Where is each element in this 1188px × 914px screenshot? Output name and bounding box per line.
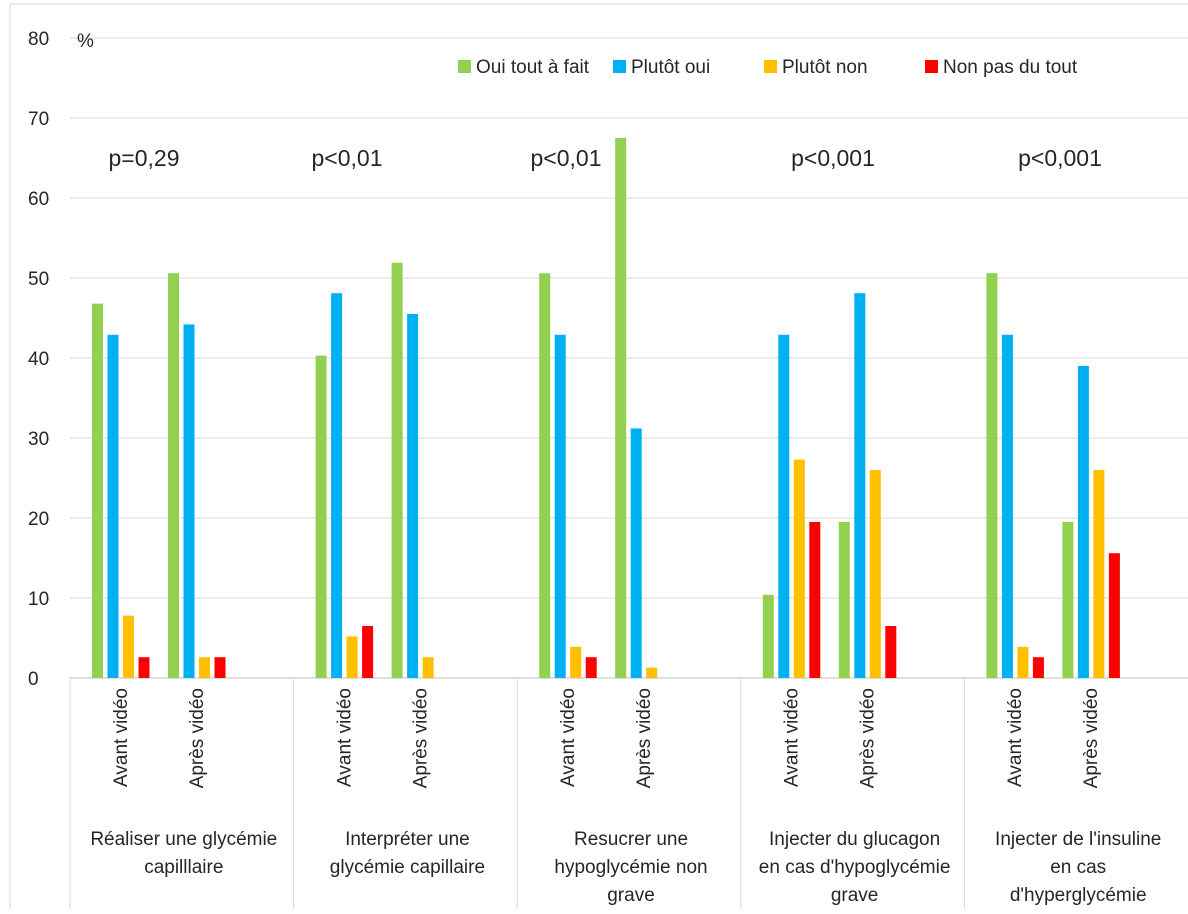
y-tick-label: 70 — [28, 109, 49, 130]
y-tick-label: 0 — [28, 669, 39, 690]
x-group-label: hypoglycémie non — [554, 857, 707, 878]
bar — [391, 262, 403, 678]
x-group-label: d'hyperglycémie — [1010, 885, 1147, 906]
bar — [570, 646, 582, 678]
bar — [885, 626, 897, 678]
legend-label: Plutôt non — [782, 57, 868, 78]
x-subcategory-label: Après vidéo — [187, 688, 208, 788]
x-subcategory-label: Après vidéo — [1081, 688, 1102, 788]
x-axis: Avant vidéo Après vidéo Réaliser une glycé… — [69, 678, 1161, 909]
y-axis-ticks: 0 10 20 30 40 50 60 70 80 — [28, 29, 49, 690]
bar — [793, 459, 805, 678]
x-group-label: Injecter du glucagon — [769, 829, 940, 850]
bar — [199, 657, 210, 678]
bar — [854, 293, 866, 678]
legend: Oui tout à fait Plutôt oui Plutôt non Non p… — [458, 57, 1078, 78]
bar — [838, 522, 850, 678]
bars — [92, 138, 1120, 678]
bar — [168, 273, 179, 678]
bar — [1017, 646, 1029, 678]
y-tick-label: 80 — [28, 29, 49, 50]
x-subcategory-label: Après vidéo — [634, 688, 655, 788]
bar — [92, 303, 103, 678]
legend-swatch — [764, 60, 777, 73]
legend-swatch — [925, 60, 938, 73]
bar — [1062, 522, 1074, 678]
bar — [1077, 366, 1089, 678]
x-group-label: en cas — [1050, 857, 1106, 878]
x-group-label: Injecter de l'insuline — [995, 829, 1161, 850]
bar — [630, 428, 642, 678]
gridlines — [70, 37, 1188, 679]
x-subcategory-label: Après vidéo — [410, 688, 431, 788]
y-tick-label: 40 — [28, 349, 49, 370]
bar — [539, 273, 551, 678]
x-subcategory-label: Avant vidéo — [558, 688, 579, 787]
x-subcategory-label: Avant vidéo — [1005, 688, 1026, 787]
p-value-label: p<0,001 — [791, 145, 875, 171]
bar — [422, 657, 434, 678]
bar — [315, 355, 327, 678]
bar — [123, 615, 134, 678]
p-value-label: p<0,001 — [1018, 145, 1102, 171]
bar — [183, 324, 195, 678]
y-tick-label: 20 — [28, 509, 49, 530]
x-group-label: Interpréter une — [345, 829, 470, 850]
x-group-label: grave — [607, 885, 655, 906]
x-group-label: Réaliser une glycémie — [90, 829, 277, 850]
p-value-label: p<0,01 — [312, 145, 383, 171]
y-tick-label: 30 — [28, 429, 49, 450]
bar — [346, 636, 358, 678]
bar — [1093, 470, 1105, 678]
bar — [762, 594, 774, 678]
bar — [407, 314, 419, 678]
x-group-label: Resucrer une — [574, 829, 688, 850]
y-tick-label: 60 — [28, 189, 49, 210]
x-group-label: capilllaire — [144, 857, 223, 878]
legend-swatch — [458, 60, 471, 73]
bar — [1108, 553, 1120, 678]
x-group-label: glycémie capillaire — [330, 857, 485, 878]
x-subcategory-label: Avant vidéo — [334, 688, 355, 787]
bar — [107, 334, 119, 678]
y-tick-label: 10 — [28, 589, 49, 610]
bar — [554, 334, 566, 678]
p-value-label: p<0,01 — [531, 145, 602, 171]
x-group-label: grave — [831, 885, 879, 906]
bar — [615, 138, 627, 678]
y-tick-label: 50 — [28, 269, 49, 290]
p-value-annotations: p=0,29 p<0,01 p<0,01 p<0,001 p<0,001 — [109, 145, 1102, 171]
p-value-label: p=0,29 — [109, 145, 180, 171]
y-axis-unit: % — [77, 31, 94, 52]
bar — [986, 273, 998, 678]
bar — [646, 667, 658, 678]
x-subcategory-label: Avant vidéo — [111, 688, 132, 787]
bar — [331, 293, 343, 678]
x-group-label: en cas d'hypoglycémie — [759, 857, 951, 878]
legend-label: Non pas du tout — [943, 57, 1078, 78]
legend-label: Plutôt oui — [631, 57, 710, 78]
bar — [1032, 657, 1044, 678]
bar — [778, 334, 790, 678]
bar — [1001, 334, 1013, 678]
x-subcategory-label: Avant vidéo — [782, 688, 803, 787]
legend-label: Oui tout à fait — [476, 57, 590, 78]
bar — [362, 626, 374, 678]
bar — [214, 657, 226, 678]
x-subcategory-label: Après vidéo — [858, 688, 879, 788]
bar — [138, 657, 150, 678]
bar — [809, 522, 821, 678]
bar — [585, 657, 597, 678]
bar — [869, 470, 881, 678]
legend-swatch — [613, 60, 626, 73]
